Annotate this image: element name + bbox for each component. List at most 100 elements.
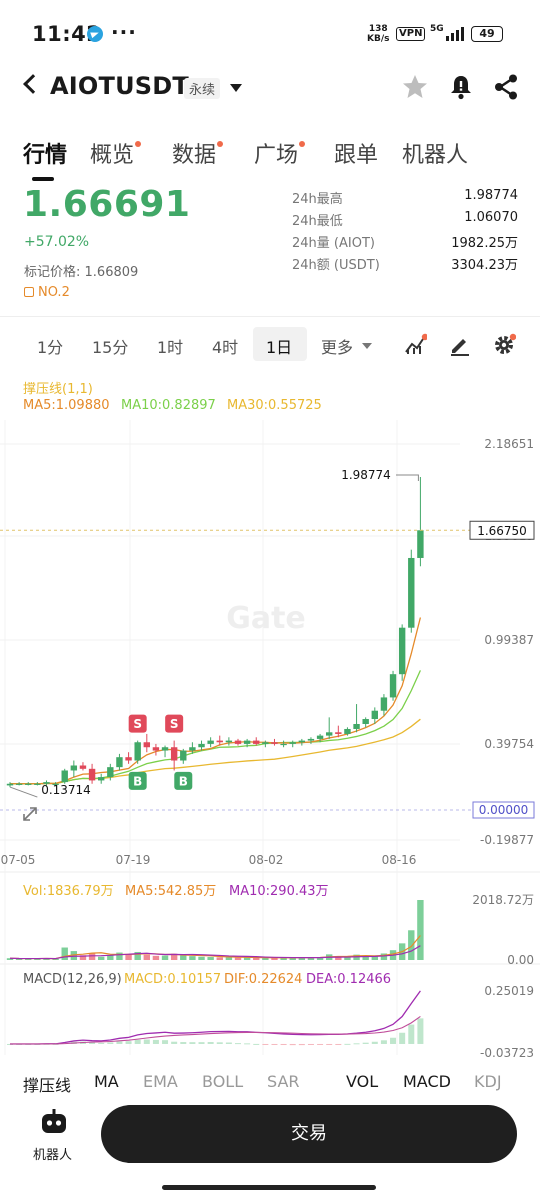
volume-bar xyxy=(298,957,306,960)
macd-histogram-bar xyxy=(107,1042,114,1044)
tab-square[interactable]: 广场 xyxy=(254,137,306,169)
volume-bar xyxy=(180,955,187,960)
volume-bar xyxy=(262,957,269,960)
zero-tag-label: 0.00000 xyxy=(479,803,529,817)
macd-axis-top: 0.25019 xyxy=(484,984,534,998)
macd-histogram-bar xyxy=(116,1041,123,1044)
timeframe-more[interactable]: 更多 xyxy=(321,338,354,357)
macd-histogram-bar xyxy=(253,1043,260,1045)
robot-icon[interactable] xyxy=(40,1109,68,1135)
indicator-tab-support[interactable]: 撑压线 xyxy=(23,1076,72,1095)
volume-bar xyxy=(280,957,287,960)
tab-data[interactable]: 数据 xyxy=(172,137,224,169)
tab-bots[interactable]: 机器人 xyxy=(402,143,469,168)
volume-bar xyxy=(6,958,14,960)
pair-title[interactable]: AIOTUSDT xyxy=(50,72,189,100)
indicator-tab-sar[interactable]: SAR xyxy=(267,1072,300,1091)
macd-histogram-bar xyxy=(417,1018,424,1044)
candle-body xyxy=(253,740,260,744)
candle-body xyxy=(43,782,50,784)
macd-histogram-bar xyxy=(216,1042,223,1044)
timeframe-1d[interactable]: 1日 xyxy=(266,338,293,357)
macd-histogram-bar xyxy=(207,1042,214,1044)
section-tabs: 行情 概览 数据 广场 跟单 机器人 xyxy=(0,132,540,182)
volume-bar xyxy=(98,956,105,960)
timeframe-1h[interactable]: 1时 xyxy=(157,338,184,357)
timeframe-1m[interactable]: 1分 xyxy=(37,338,64,357)
indicator-tab-ema[interactable]: EMA xyxy=(143,1072,178,1091)
tab-overview[interactable]: 概览 xyxy=(90,137,142,169)
favorite-star-icon[interactable] xyxy=(400,72,430,102)
robot-label[interactable]: 机器人 xyxy=(33,1148,73,1163)
price-alert-icon[interactable] xyxy=(446,72,476,102)
candle-body xyxy=(61,770,68,783)
candle-body xyxy=(371,710,378,720)
network-type: 5G xyxy=(430,24,444,34)
signal-icon xyxy=(446,27,464,41)
volume-bar xyxy=(161,955,169,960)
macd-histogram-bar xyxy=(152,1039,159,1044)
candle-body xyxy=(70,765,78,771)
share-icon[interactable] xyxy=(491,72,521,102)
indicator-tab-macd[interactable]: MACD xyxy=(403,1072,451,1091)
macd-histogram-bar xyxy=(162,1040,169,1044)
indicator-tab-kdj[interactable]: KDJ xyxy=(474,1072,502,1091)
candle-body xyxy=(234,740,242,744)
tab-dot xyxy=(299,141,306,147)
24h-stats: 24h最高 1.98774 24h最低 1.06070 24h量 (AIOT) 198… xyxy=(292,188,518,276)
high-price-label: 1.98774 xyxy=(341,468,391,482)
buy-marker xyxy=(174,771,193,790)
macd-title: MACD(12,26,9) xyxy=(23,972,122,987)
timeframe-bar: 1分 15分 1时 4时 1日 更多 xyxy=(0,326,540,362)
candle-body xyxy=(25,783,32,785)
indicator-icon[interactable] xyxy=(403,333,427,357)
candle-body xyxy=(143,742,150,748)
vol-axis-bottom: 0.00 xyxy=(507,953,534,967)
x-axis-label: 08-16 xyxy=(382,853,417,867)
candle-body xyxy=(344,728,351,734)
pair-dropdown-icon[interactable] xyxy=(230,84,242,92)
y-axis-label: 0.39754 xyxy=(484,737,534,751)
volume-bar xyxy=(88,953,96,960)
candle-body xyxy=(15,783,23,785)
vol-ma10-label: MA10:290.43万 xyxy=(229,884,329,899)
draw-tool-icon[interactable] xyxy=(448,333,472,357)
candle-body xyxy=(408,557,415,628)
x-axis-label: 07-19 xyxy=(116,853,151,867)
volume-bar xyxy=(116,952,123,960)
macd-histogram-bar xyxy=(362,1042,369,1044)
chart-settings-icon[interactable] xyxy=(492,333,516,357)
high-leader xyxy=(396,474,419,481)
indicator-tab-boll[interactable]: BOLL xyxy=(202,1072,244,1091)
macd-histogram-bar xyxy=(198,1042,205,1044)
low-price-label: 0.13714 xyxy=(41,783,91,797)
candle-body xyxy=(362,719,369,724)
gate-watermark: Gate xyxy=(226,601,306,636)
candle-body xyxy=(398,627,406,675)
stat-low: 24h最低 1.06070 xyxy=(292,210,518,229)
candle-body xyxy=(417,530,424,558)
volume-bar xyxy=(43,958,50,960)
volume-bar xyxy=(243,957,251,960)
kline-chart[interactable]: Gate2.186511.590190.993870.39754-0.19877… xyxy=(0,0,540,1070)
tab-market[interactable]: 行情 xyxy=(23,143,68,168)
candle-body xyxy=(170,747,178,761)
volume-bar xyxy=(316,957,324,960)
ma30-label: MA30:0.55725 xyxy=(227,398,322,413)
tab-copy-trade[interactable]: 跟单 xyxy=(334,143,379,168)
ma5-label: MA5:1.09880 xyxy=(23,398,110,413)
indicator-tab-ma[interactable]: MA xyxy=(94,1072,119,1091)
support-resistance-label: 撑压线(1,1) xyxy=(23,382,93,397)
volume-bar xyxy=(380,953,388,960)
volume-bar xyxy=(143,954,150,960)
macd-histogram-bar xyxy=(335,1043,342,1045)
macd-histogram-bar xyxy=(390,1037,397,1044)
rank-badge[interactable]: NO.2 xyxy=(24,285,70,300)
indicator-tab-vol[interactable]: VOL xyxy=(346,1072,379,1091)
mark-price: 标记价格: 1.66809 xyxy=(24,265,139,280)
trade-button[interactable]: 交易 xyxy=(101,1105,517,1163)
timeframe-4h[interactable]: 4时 xyxy=(212,338,239,357)
candle-body xyxy=(335,732,342,734)
stat-high: 24h最高 1.98774 xyxy=(292,188,518,207)
timeframe-15m[interactable]: 15分 xyxy=(92,338,129,357)
